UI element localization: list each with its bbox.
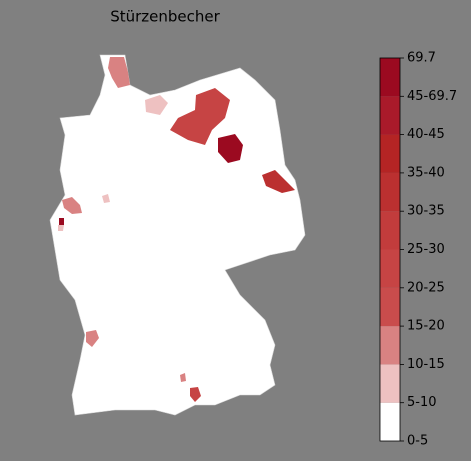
- colorbar-label: 10-15: [407, 357, 445, 372]
- region: [170, 88, 230, 145]
- colorbar-segment: [380, 364, 400, 403]
- colorbar-label: 20-25: [407, 280, 445, 295]
- region: [59, 218, 64, 225]
- colorbar-segment: [380, 287, 400, 327]
- region: [58, 225, 64, 231]
- colorbar-label: 30-35: [407, 204, 445, 219]
- germany-map: [49, 54, 306, 416]
- region: [190, 387, 201, 402]
- colorbar-segment: [380, 172, 400, 212]
- colorbar-segment: [380, 211, 400, 250]
- colorbar-label: 45-69.7: [407, 89, 457, 104]
- colorbar-segment: [380, 96, 400, 135]
- region: [180, 373, 186, 382]
- colorbar-label: 25-30: [407, 242, 445, 257]
- colorbar-label: 40-45: [407, 127, 445, 142]
- map-title: Stürzenbecher: [110, 8, 220, 26]
- colorbar: 0-5 5-10 10-15 15-20 20-25 25-30 30-35 35-40 40-…: [379, 51, 457, 449]
- colorbar-label: 15-20: [407, 319, 445, 334]
- colorbar-label: 5-10: [407, 395, 437, 410]
- colorbar-segment: [380, 249, 400, 288]
- colorbar-label: 0-5: [407, 434, 428, 449]
- colorbar-segment: [380, 58, 400, 97]
- region: [62, 197, 82, 214]
- region: [102, 194, 110, 203]
- colorbar-segment: [380, 134, 400, 173]
- region: [108, 57, 130, 88]
- colorbar-segment: [380, 326, 400, 365]
- region: [145, 95, 168, 115]
- colorbar-label: 35-40: [407, 165, 445, 180]
- region: [86, 330, 99, 347]
- region: [262, 170, 295, 193]
- region: [218, 134, 243, 163]
- colorbar-label: 69.7: [407, 51, 436, 66]
- colorbar-segment: [380, 402, 400, 441]
